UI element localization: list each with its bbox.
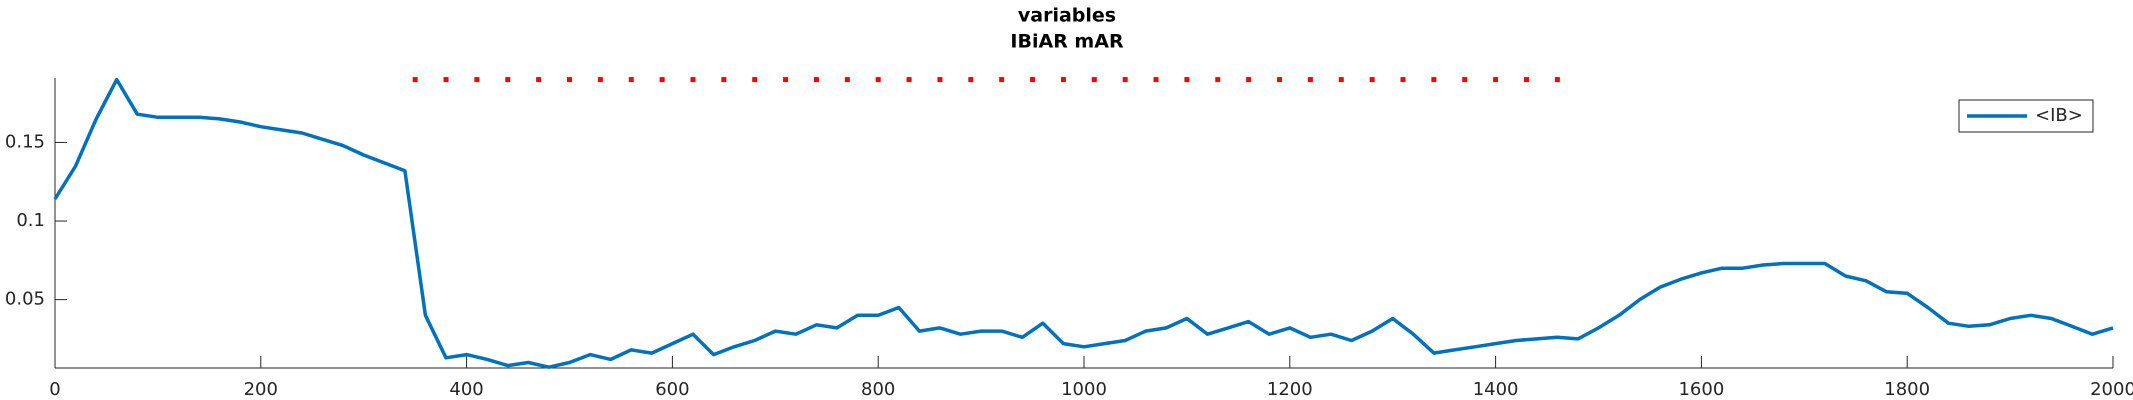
marker-dot — [412, 77, 418, 83]
x-tick-label: 400 — [449, 379, 483, 400]
marker-dot — [443, 77, 449, 83]
marker-dot — [690, 77, 696, 83]
data-line — [53, 77, 2114, 369]
marker-dot — [1338, 77, 1344, 83]
chart-title: variables — [1018, 5, 1116, 27]
marker-dot — [474, 77, 480, 83]
chart-subtitle: IBiAR mAR — [1010, 31, 1124, 53]
marker-dot — [659, 77, 665, 83]
marker-dot — [1307, 77, 1313, 83]
legend-label: <IB> — [2035, 105, 2083, 126]
marker-dot — [752, 77, 758, 83]
marker-dot — [783, 77, 789, 83]
marker-dot — [597, 77, 603, 83]
marker-dot — [813, 77, 819, 83]
marker-dot — [1184, 77, 1190, 83]
marker-dot — [1122, 77, 1128, 83]
x-tick-label: 1200 — [1267, 379, 1313, 400]
marker-dot — [1153, 77, 1159, 83]
marker-dot — [875, 77, 881, 83]
marker-dot — [937, 77, 943, 83]
x-tick-label: 800 — [861, 379, 895, 400]
marker-dot — [505, 77, 511, 83]
x-tick-label: 600 — [655, 379, 689, 400]
marker-dot — [1030, 77, 1036, 83]
marker-dot — [1215, 77, 1221, 83]
marker-dot — [844, 77, 850, 83]
x-tick-label: 1000 — [1061, 379, 1107, 400]
x-tick-label: 2000 — [2090, 379, 2133, 400]
marker-dot — [628, 77, 634, 83]
marker-dot — [721, 77, 727, 83]
y-tick-label: 0.15 — [5, 131, 45, 152]
marker-dot — [1431, 77, 1437, 83]
x-tick-label: 0 — [49, 379, 60, 400]
x-tick-label: 1800 — [1884, 379, 1930, 400]
marker-dot — [999, 77, 1005, 83]
marker-dot — [1091, 77, 1097, 83]
marker-dot — [1462, 77, 1468, 83]
marker-dot — [536, 77, 542, 83]
x-tick-label: 200 — [244, 379, 278, 400]
marker-dot — [1523, 77, 1529, 83]
y-tick-label: 0.05 — [5, 289, 45, 310]
marker-dot — [567, 77, 572, 83]
marker-dot — [968, 77, 974, 83]
marker-dot — [1277, 77, 1283, 83]
marker-dot — [1554, 77, 1560, 83]
marker-dot — [1246, 77, 1252, 83]
marker-dot — [1369, 77, 1375, 83]
x-tick-label: 1600 — [1678, 379, 1724, 400]
marker-dot — [1060, 77, 1066, 83]
marker-dot — [1493, 77, 1499, 83]
marker-dot — [1400, 77, 1406, 83]
y-tick-label: 0.1 — [16, 210, 45, 231]
marker-dot — [906, 77, 912, 83]
x-tick-label: 1400 — [1473, 379, 1519, 400]
